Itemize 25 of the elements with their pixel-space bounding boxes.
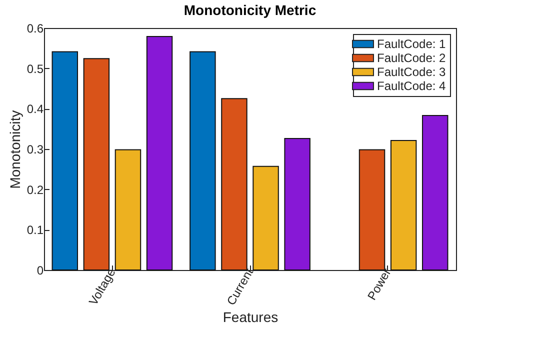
y-tick-label: 0.1 <box>26 223 44 238</box>
bar <box>422 115 448 270</box>
bar <box>83 58 110 270</box>
chart-title: Monotonicity Metric <box>184 2 316 18</box>
y-tick-label: 0.4 <box>26 102 44 116</box>
y-tick-label: 0.5 <box>26 62 44 76</box>
bar <box>221 98 248 270</box>
bar <box>114 149 142 270</box>
legend-label: FaultCode: 2 <box>377 51 446 65</box>
bar <box>52 51 78 270</box>
bar <box>190 51 216 270</box>
bar <box>146 36 173 270</box>
y-tick-label: 0.2 <box>26 182 44 197</box>
y-axis-title: Monotonicity <box>6 110 23 189</box>
bar <box>284 138 310 270</box>
y-tick-label: 0.3 <box>26 142 44 156</box>
legend-label: FaultCode: 4 <box>377 79 446 93</box>
legend-label: FaultCode: 1 <box>377 37 446 51</box>
bar <box>358 149 386 270</box>
legend-label: FaultCode: 3 <box>377 65 446 79</box>
bar <box>252 166 279 270</box>
x-axis-title: Features <box>222 309 278 326</box>
bar <box>390 140 417 270</box>
y-tick-label: 0.6 <box>26 22 44 36</box>
y-tick-label: 0 <box>36 264 44 278</box>
